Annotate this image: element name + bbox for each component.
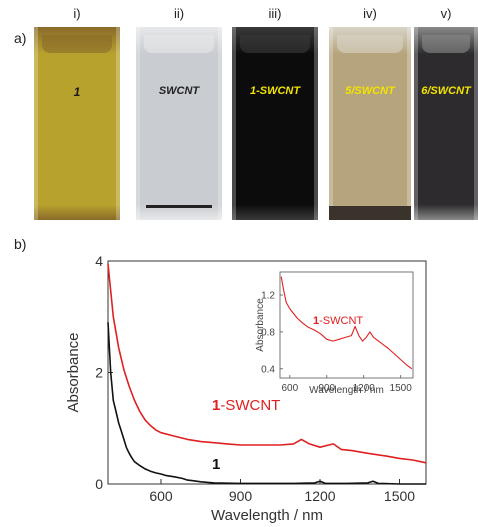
main-chart-annotation-2: 1	[212, 456, 220, 473]
vial-photo-1: 1	[34, 27, 120, 220]
main-chart-annotation-1-number: 1	[212, 397, 220, 414]
main-chart-y-tick-label-1: 2	[95, 364, 103, 380]
vial-label-2: SWCNT	[158, 85, 200, 97]
main-chart-y-tick-label-0: 0	[95, 476, 103, 492]
inset-chart-y-axis-label: Absorbance	[255, 298, 266, 352]
panel-a-label: a)	[14, 30, 27, 46]
vial-caption-3: iii)	[268, 6, 282, 21]
inset-chart-x-tick-label-3: 1500	[390, 383, 413, 394]
main-chart-x-axis-label: Wavelength / nm	[211, 507, 323, 524]
vial-caption-4: iv)	[363, 6, 377, 21]
inset-chart-y-tick-label-1: 0.8	[261, 327, 275, 338]
vial-caption-5: v)	[440, 6, 452, 21]
main-chart-annotation-1: 1-SWCNT	[212, 397, 280, 414]
main-chart-annotation-1-text: -SWCNT	[220, 397, 280, 414]
vial-photo-5: 6/SWCNT	[414, 27, 478, 220]
main-chart-x-tick-label-3: 1500	[384, 488, 415, 504]
main-chart-series-line-2	[107, 322, 426, 485]
inset-chart-background	[258, 270, 418, 380]
vial-label-4: 5/SWCNT	[345, 85, 395, 97]
vial-label-5: 6/SWCNT	[421, 85, 471, 97]
inset-chart-annotation-1-text: -SWCNT	[319, 315, 363, 327]
inset-chart-series-line-1	[280, 276, 413, 370]
vial-label-1: 1	[73, 85, 81, 99]
main-chart-x-tick-label-0: 600	[149, 488, 173, 504]
vial-photo-3: 1-SWCNT	[232, 27, 318, 220]
vial-caption-1: i)	[73, 6, 81, 21]
inset-chart-x-tick-label-0: 600	[282, 383, 299, 394]
main-chart-y-axis-label: Absorbance	[65, 332, 82, 412]
inset-chart-annotation-1-number: 1	[313, 315, 319, 327]
main-chart-x-tick-label-2: 1200	[304, 488, 335, 504]
panel-b-label: b)	[14, 236, 27, 252]
inset-chart-annotation-1: 1-SWCNT	[313, 315, 363, 327]
main-chart-annotation-2-number: 1	[212, 456, 220, 473]
main-chart-y-tick-label-2: 4	[95, 253, 103, 269]
vial-photo-2: SWCNT	[136, 27, 222, 220]
inset-chart-x-tick-label-1: 900	[318, 383, 335, 394]
inset-chart-x-tick-label-2: 1200	[353, 383, 376, 394]
vial-caption-2: ii)	[173, 6, 185, 21]
inset-chart-y-tick-label-0: 0.4	[261, 364, 275, 375]
inset-chart-y-tick-label-2: 1.2	[261, 291, 275, 302]
vial-photo-4: 5/SWCNT	[329, 27, 411, 220]
inset-chart-x-axis-label: Wavelength / nm	[309, 385, 384, 396]
main-chart-series-line-1	[107, 263, 427, 464]
main-chart-x-tick-label-1: 900	[229, 488, 253, 504]
main-chart-plot-frame	[107, 260, 427, 485]
vial-label-3: 1-SWCNT	[249, 85, 301, 97]
inset-chart-plot-frame	[279, 271, 414, 379]
